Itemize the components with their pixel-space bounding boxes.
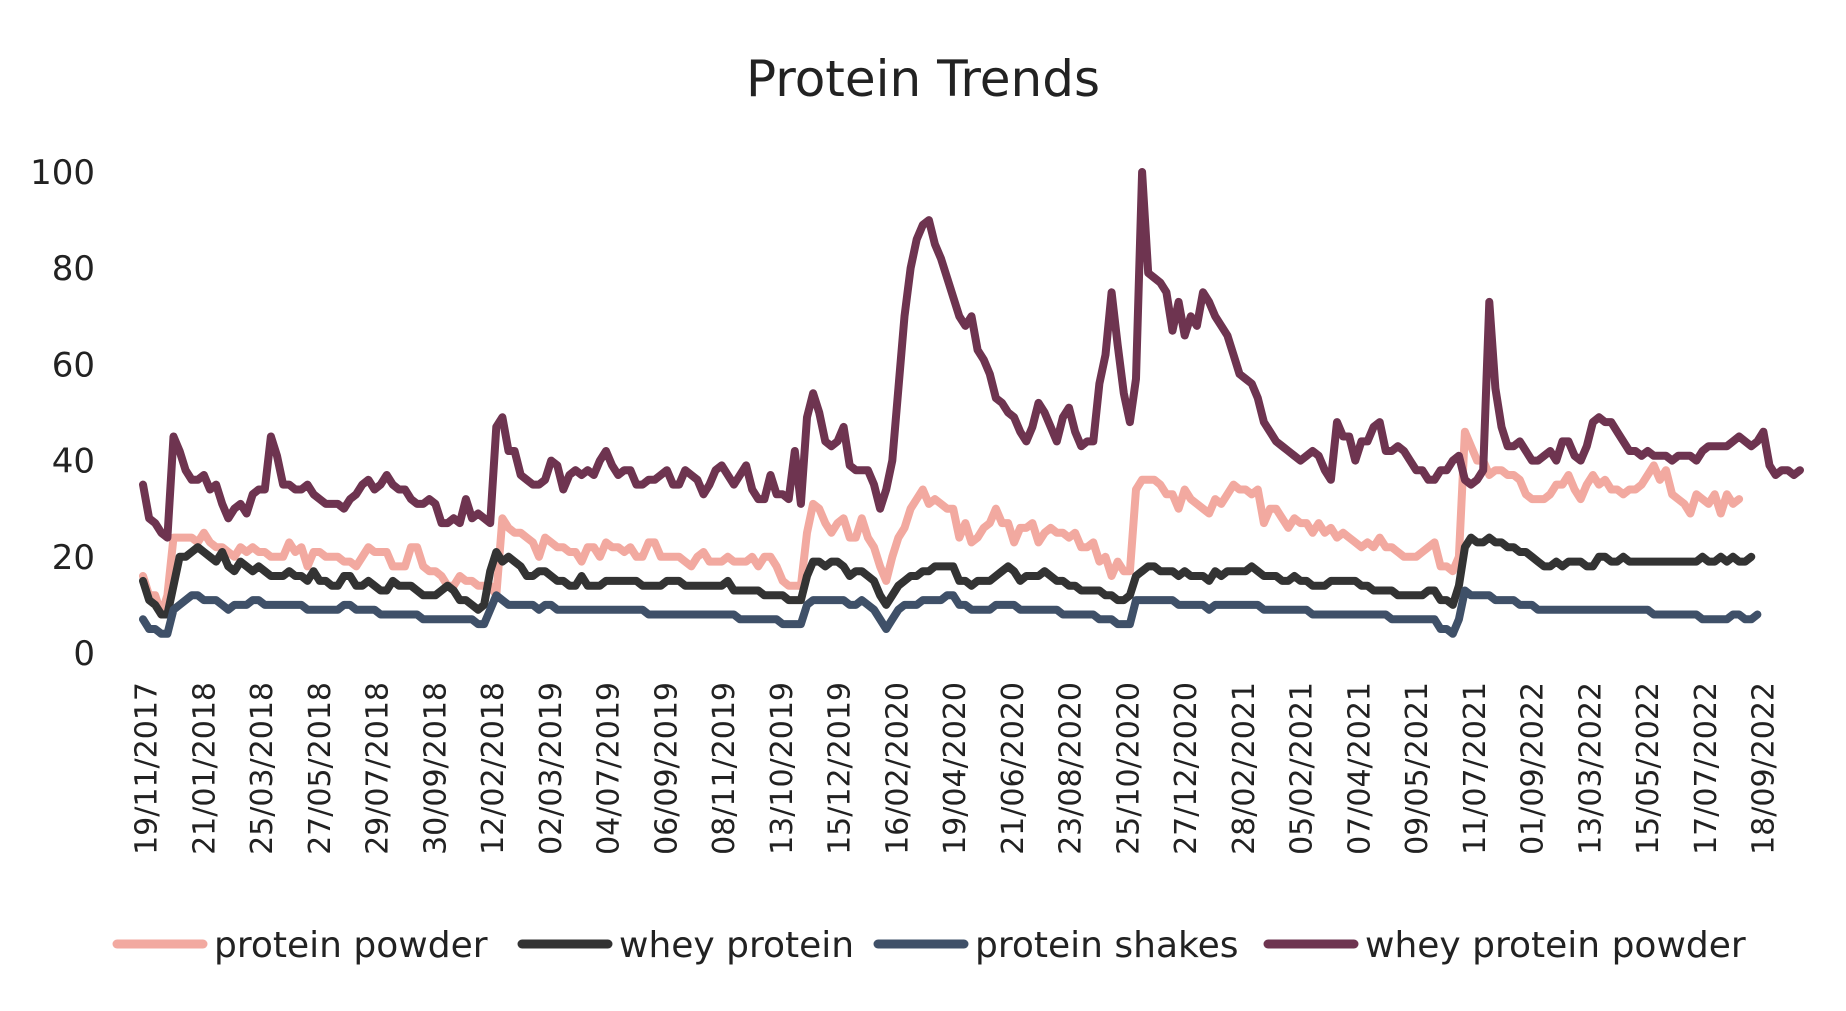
x-tick-label: 19/04/2020 [938, 682, 973, 855]
x-tick-label: 12/02/2018 [476, 682, 511, 855]
y-tick-label: 40 [52, 442, 95, 482]
legend-label: protein powder [214, 925, 488, 966]
x-tick-label: 15/12/2019 [823, 682, 858, 855]
legend-label: whey protein powder [1365, 925, 1746, 966]
x-tick-label: 13/10/2019 [765, 682, 800, 855]
x-tick-label: 21/06/2020 [996, 682, 1031, 855]
y-tick-label: 20 [52, 538, 95, 578]
y-tick-label: 100 [30, 153, 95, 193]
y-axis: 0 20 40 60 80 100 [30, 153, 95, 674]
x-tick-label: 27/05/2018 [303, 682, 338, 855]
legend: protein powder whey protein protein shakes… [112, 925, 1746, 966]
x-tick-label: 27/12/2020 [1169, 682, 1204, 855]
x-tick-label: 07/04/2021 [1342, 682, 1377, 855]
series-line-protein-powder [139, 427, 1744, 619]
x-tick-label: 17/07/2022 [1689, 682, 1724, 855]
y-tick-label: 0 [73, 634, 95, 674]
x-tick-label: 23/08/2020 [1054, 682, 1089, 855]
x-tick-label: 11/07/2021 [1458, 682, 1493, 855]
x-tick-label: 01/09/2022 [1516, 682, 1551, 855]
x-tick-label: 05/02/2021 [1285, 682, 1320, 855]
x-tick-label: 18/09/2022 [1747, 682, 1782, 855]
series-line-whey-protein-powder [139, 168, 1804, 542]
x-tick-label: 28/02/2021 [1227, 682, 1262, 855]
x-tick-label: 30/09/2018 [418, 682, 453, 855]
x-tick-label: 21/01/2018 [187, 682, 222, 855]
y-tick-label: 80 [52, 249, 95, 289]
legend-label: whey protein [619, 925, 854, 966]
legend-label: protein shakes [975, 925, 1239, 966]
x-tick-label: 25/10/2020 [1111, 682, 1146, 855]
x-tick-label: 09/05/2021 [1400, 682, 1435, 855]
series-line-whey-protein [139, 533, 1756, 619]
x-axis: 19/11/2017 21/01/2018 25/03/2018 27/05/2018… [130, 682, 1782, 855]
x-tick-label: 08/11/2019 [707, 682, 742, 855]
x-tick-label: 06/09/2019 [649, 682, 684, 855]
series-line-protein-shakes [139, 586, 1762, 638]
x-tick-label: 29/07/2018 [361, 682, 396, 855]
x-tick-label: 04/07/2019 [592, 682, 627, 855]
x-tick-label: 16/02/2020 [880, 682, 915, 855]
chart-title: Protein Trends [746, 50, 1100, 108]
x-tick-label: 15/05/2022 [1631, 682, 1666, 855]
x-tick-label: 19/11/2017 [130, 682, 165, 855]
series-lines [139, 168, 1804, 638]
y-tick-label: 60 [52, 345, 95, 385]
x-tick-label: 13/03/2022 [1573, 682, 1608, 855]
x-tick-label: 02/03/2019 [534, 682, 569, 855]
x-tick-label: 25/03/2018 [245, 682, 280, 855]
